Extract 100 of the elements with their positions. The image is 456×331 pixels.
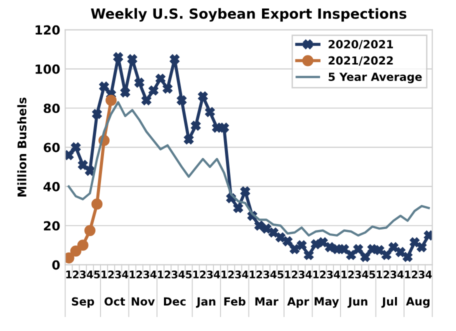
x-tick-label: 4: [122, 270, 128, 278]
x-tick-label: 3: [355, 270, 361, 278]
x-tick-label: 3: [172, 270, 178, 278]
x-tick-label: 4: [150, 270, 157, 278]
point: [162, 84, 172, 94]
point: [416, 242, 427, 252]
point: [170, 54, 180, 64]
point: [70, 142, 81, 152]
x-tick-label: 2: [412, 270, 418, 278]
point: [120, 88, 130, 98]
text: Apr: [287, 297, 310, 308]
line-series: [68, 101, 430, 237]
point: [113, 52, 124, 62]
point: [374, 245, 384, 255]
point: [127, 54, 138, 64]
point: [388, 242, 398, 252]
chart-title: Weekly U.S. Soybean Export Inspections: [90, 8, 406, 22]
point: [219, 122, 229, 133]
x-tick-label: 3: [418, 270, 424, 278]
x-tick-label: 4: [242, 270, 248, 278]
x-tick-label: 1: [376, 270, 382, 278]
x-tick-label: 3: [80, 270, 86, 278]
x-tick-label: 1: [222, 270, 227, 278]
legend-label: 2021/2022: [328, 56, 393, 66]
point: [410, 237, 420, 248]
text: Dec: [164, 297, 186, 306]
text: Feb: [224, 297, 246, 306]
point: [339, 244, 349, 254]
point: [276, 232, 286, 242]
point: [190, 120, 201, 131]
x-tick-label: 1: [66, 270, 72, 278]
point: [84, 224, 96, 236]
x-tick-label: 1: [158, 270, 164, 278]
point: [142, 95, 152, 106]
y-tick-label: 20: [44, 221, 60, 231]
y-tick-label: 60: [44, 142, 60, 152]
x-tick-label: 2: [228, 270, 234, 278]
x-tick-label: 1: [130, 270, 136, 278]
point: [233, 203, 244, 213]
point: [65, 150, 74, 160]
point: [156, 74, 166, 84]
point: [148, 86, 158, 96]
x-tick-label: 1: [342, 270, 347, 278]
y-tick-label: 40: [44, 182, 60, 192]
x-tick-label: 3: [115, 270, 121, 278]
point: [353, 244, 364, 254]
legend-label: 2020/2021: [328, 40, 393, 50]
point: [346, 250, 356, 260]
point: [262, 224, 272, 234]
y-tick-label: 0: [52, 260, 60, 270]
y-tick-label: 80: [44, 104, 60, 114]
x-tick-label: 2: [256, 270, 262, 278]
x-tick-label: 5: [278, 270, 284, 278]
x-tick-label: 4: [362, 270, 368, 278]
x-tick-label: 1: [102, 270, 107, 278]
point: [382, 250, 392, 260]
point: [106, 94, 117, 106]
text: Aug: [406, 297, 430, 308]
text: Oct: [104, 297, 126, 306]
x-tick-label: 4: [426, 270, 432, 278]
x-tick-label: 3: [390, 270, 396, 278]
point: [402, 252, 412, 262]
point: [424, 230, 432, 240]
point: [360, 252, 370, 262]
x-tick-label: 3: [206, 270, 213, 278]
x-tick-label: 2: [200, 270, 206, 278]
x-tick-label: 4: [178, 270, 185, 278]
x-tick-label: 1: [313, 270, 319, 278]
text: Jun: [348, 297, 368, 308]
point: [290, 244, 300, 254]
x-tick-label: 4: [306, 270, 312, 278]
y-tick-label: 100: [36, 64, 60, 74]
text: Jan: [196, 297, 216, 308]
point: [91, 198, 103, 210]
point: [198, 92, 208, 102]
text: Sep: [72, 297, 94, 308]
x-tick-label: 1: [285, 270, 290, 278]
x-tick-label: 2: [292, 270, 298, 278]
point: [184, 134, 194, 144]
point: [176, 95, 187, 106]
legend-label: 5 Year Average: [328, 72, 422, 84]
x-tick-label: 3: [298, 270, 304, 278]
x-tick-label: 3: [143, 270, 150, 278]
point: [310, 239, 321, 250]
x-tick-label: 1: [250, 270, 256, 278]
point: [254, 220, 264, 230]
text: Nov: [132, 297, 155, 306]
x-tick-label: 1: [405, 270, 410, 278]
point: [240, 186, 250, 196]
point: [77, 240, 88, 251]
x-tick-label: 2: [72, 270, 79, 278]
x-tick-label: 2: [348, 270, 354, 278]
point: [78, 160, 88, 170]
x-tick-label: 1: [193, 270, 199, 278]
y-axis-title: Million Bushels: [17, 98, 26, 196]
x-tick-label: 2: [320, 270, 326, 278]
text: Jul: [381, 297, 397, 308]
point: [296, 240, 307, 250]
x-tick-label: 4: [214, 270, 220, 278]
x-tick-label: 2: [384, 270, 390, 278]
